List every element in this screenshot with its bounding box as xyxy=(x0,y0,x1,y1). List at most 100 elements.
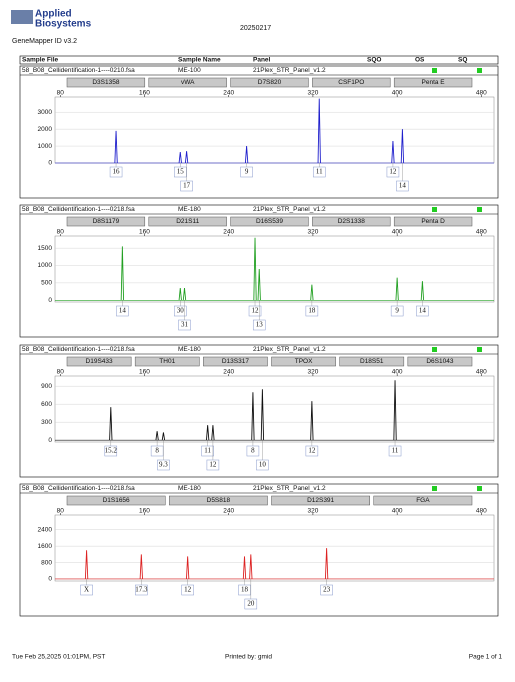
x-tick-label: 80 xyxy=(57,508,65,515)
marker-name: D21S11 xyxy=(176,218,199,225)
allele-label: 30 xyxy=(177,307,185,315)
col-header: SQ xyxy=(458,57,467,64)
allele-label: 31 xyxy=(181,321,189,329)
allele-label: 23 xyxy=(323,586,331,594)
col-header: Panel xyxy=(253,57,271,64)
panel-box xyxy=(19,483,499,617)
peak xyxy=(244,146,249,164)
marker-name: D13S317 xyxy=(222,358,249,365)
software-name: GeneMapper ID v3.2 xyxy=(12,38,77,45)
allele-box xyxy=(248,305,262,317)
marker-bar xyxy=(148,216,227,227)
peak xyxy=(155,431,159,441)
allele-box xyxy=(180,180,193,192)
x-tick-label: 80 xyxy=(57,229,65,236)
allele-label: 17.3 xyxy=(135,586,148,594)
allele-box xyxy=(201,445,214,457)
col-header: Sample File xyxy=(22,57,59,64)
plot-frame xyxy=(54,375,495,443)
y-tick-label: 0 xyxy=(48,576,52,583)
allele-box xyxy=(181,584,194,596)
y-tick-label: 1000 xyxy=(38,262,53,269)
allele-label: 15.2 xyxy=(105,447,118,455)
y-tick-label: 3000 xyxy=(38,109,53,116)
status-ok xyxy=(432,68,437,73)
x-tick-label: 240 xyxy=(223,508,234,515)
marker-bar xyxy=(203,356,268,367)
panel-box xyxy=(19,65,499,199)
x-tick-label: 400 xyxy=(392,90,403,97)
peak xyxy=(317,98,321,164)
allele-label: 11 xyxy=(316,168,323,176)
allele-box xyxy=(135,584,148,596)
marker-name: D8S1179 xyxy=(93,218,120,225)
marker-name: D16S539 xyxy=(256,218,283,225)
peak xyxy=(178,288,182,301)
allele-label: 14 xyxy=(119,307,127,315)
footer-printed-by: Printed by: gmid xyxy=(225,654,272,661)
peak xyxy=(84,550,89,579)
status-ok xyxy=(477,347,482,352)
peak xyxy=(253,237,257,301)
peak xyxy=(109,407,113,441)
allele-box xyxy=(305,305,319,317)
marker-bar xyxy=(230,216,309,227)
allele-label: 9 xyxy=(395,307,399,315)
panel-box xyxy=(19,204,499,338)
logo-text: Biosystems xyxy=(35,19,92,30)
allele-label: 12 xyxy=(252,307,260,315)
marker-bar xyxy=(66,356,132,367)
y-tick-label: 1500 xyxy=(38,245,53,252)
status-ok xyxy=(477,207,482,212)
allele-box xyxy=(305,445,319,457)
sample-name: ME-100 xyxy=(178,67,201,74)
allele-label: 11 xyxy=(392,447,399,455)
allele-label: 8 xyxy=(251,447,255,455)
marker-bar xyxy=(373,495,473,506)
marker-name: Penta E xyxy=(422,79,446,86)
x-tick-label: 240 xyxy=(223,229,234,236)
report-date: 20250217 xyxy=(240,25,271,32)
marker-bar xyxy=(271,356,336,367)
marker-name: D3S1358 xyxy=(92,79,119,86)
panel-name: 21Plex_STR_Panel_v1.2 xyxy=(253,67,326,74)
allele-box xyxy=(390,305,404,317)
marker-name: vWA xyxy=(181,79,195,86)
y-tick-label: 0 xyxy=(48,297,52,304)
sample-file: 58_B08_Cellidentification-1----0218.fsa xyxy=(22,346,135,353)
x-tick-label: 320 xyxy=(307,229,318,236)
marker-name: D12S391 xyxy=(307,497,334,504)
peak xyxy=(400,129,405,164)
plot-frame xyxy=(54,235,495,303)
peak xyxy=(185,556,190,579)
x-tick-label: 400 xyxy=(392,369,403,376)
marker-bar xyxy=(148,77,227,88)
y-tick-label: 300 xyxy=(41,419,52,426)
x-tick-label: 320 xyxy=(307,90,318,97)
sample-file: 58_B08_Cellidentification-1----0218.fsa xyxy=(22,485,135,492)
x-tick-label: 240 xyxy=(223,90,234,97)
allele-box xyxy=(157,459,170,471)
allele-box xyxy=(109,166,123,178)
y-tick-label: 600 xyxy=(41,401,52,408)
allele-label: 12 xyxy=(308,447,316,455)
allele-label: 16 xyxy=(113,168,121,176)
allele-box xyxy=(312,166,326,178)
status-ok xyxy=(432,486,437,491)
allele-label: 12 xyxy=(184,586,192,594)
peak xyxy=(257,268,261,301)
allele-box xyxy=(174,305,187,317)
allele-label: 15 xyxy=(177,168,185,176)
allele-box xyxy=(150,445,164,457)
marker-bar xyxy=(66,495,166,506)
panel-name: 21Plex_STR_Panel_v1.2 xyxy=(253,206,326,213)
allele-box xyxy=(416,305,429,317)
allele-box xyxy=(246,445,260,457)
x-tick-label: 160 xyxy=(139,369,150,376)
allele-box xyxy=(388,445,402,457)
logo-mark xyxy=(11,10,33,24)
x-tick-label: 240 xyxy=(223,369,234,376)
marker-bar xyxy=(66,216,146,227)
allele-box xyxy=(252,319,266,331)
